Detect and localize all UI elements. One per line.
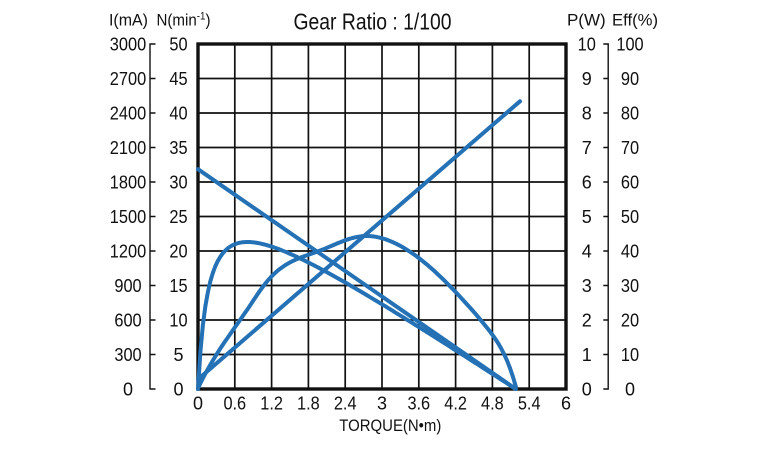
svg-text:10: 10 (578, 35, 596, 55)
svg-text:1200: 1200 (110, 242, 146, 262)
svg-text:4.2: 4.2 (444, 394, 467, 414)
svg-text:0: 0 (123, 380, 133, 400)
svg-text:40: 40 (621, 242, 639, 262)
svg-text:0: 0 (582, 380, 592, 400)
svg-text:3000: 3000 (110, 35, 146, 55)
svg-text:0.6: 0.6 (223, 394, 246, 414)
svg-text:3: 3 (582, 276, 592, 296)
svg-text:Eff(%): Eff(%) (612, 10, 658, 29)
svg-text:6: 6 (582, 173, 592, 193)
svg-text:30: 30 (621, 276, 639, 296)
svg-text:20: 20 (621, 311, 639, 331)
svg-text:15: 15 (169, 276, 187, 296)
svg-text:4.8: 4.8 (481, 394, 504, 414)
svg-text:100: 100 (616, 35, 643, 55)
svg-text:2400: 2400 (110, 104, 146, 124)
svg-text:2700: 2700 (110, 69, 146, 89)
svg-text:3.6: 3.6 (407, 394, 430, 414)
svg-text:6: 6 (561, 394, 571, 414)
svg-text:2.4: 2.4 (334, 394, 357, 414)
svg-text:70: 70 (621, 138, 639, 158)
svg-text:TORQUE(N•m): TORQUE(N•m) (339, 416, 441, 435)
svg-text:20: 20 (169, 242, 187, 262)
svg-text:25: 25 (169, 207, 187, 227)
svg-text:2100: 2100 (110, 138, 146, 158)
svg-text:7: 7 (582, 138, 592, 158)
svg-text:600: 600 (114, 311, 141, 331)
svg-text:50: 50 (169, 35, 187, 55)
svg-text:90: 90 (621, 69, 639, 89)
svg-text:5: 5 (173, 345, 183, 365)
svg-text:5: 5 (582, 207, 592, 227)
svg-text:Gear Ratio : 1/100: Gear Ratio : 1/100 (294, 9, 452, 35)
svg-text:0: 0 (625, 380, 635, 400)
svg-text:9: 9 (582, 69, 592, 89)
svg-text:1: 1 (582, 345, 592, 365)
svg-text:30: 30 (169, 173, 187, 193)
svg-text:80: 80 (621, 104, 639, 124)
svg-text:1500: 1500 (110, 207, 146, 227)
svg-text:60: 60 (621, 173, 639, 193)
svg-text:45: 45 (169, 69, 187, 89)
svg-text:2: 2 (582, 311, 592, 331)
svg-text:10: 10 (169, 311, 187, 331)
svg-text:3: 3 (377, 394, 387, 414)
svg-text:900: 900 (114, 276, 141, 296)
svg-text:1.2: 1.2 (260, 394, 283, 414)
svg-text:0: 0 (173, 380, 183, 400)
svg-text:I(mA): I(mA) (109, 10, 148, 29)
svg-text:50: 50 (621, 207, 639, 227)
svg-text:P(W): P(W) (567, 10, 606, 29)
svg-text:0: 0 (193, 394, 203, 414)
svg-text:4: 4 (582, 242, 592, 262)
svg-text:35: 35 (169, 138, 187, 158)
svg-text:8: 8 (582, 104, 592, 124)
svg-text:10: 10 (621, 345, 639, 365)
svg-text:300: 300 (114, 345, 141, 365)
svg-text:5.4: 5.4 (518, 394, 541, 414)
svg-text:1800: 1800 (110, 173, 146, 193)
svg-text:40: 40 (169, 104, 187, 124)
svg-text:1.8: 1.8 (297, 394, 320, 414)
